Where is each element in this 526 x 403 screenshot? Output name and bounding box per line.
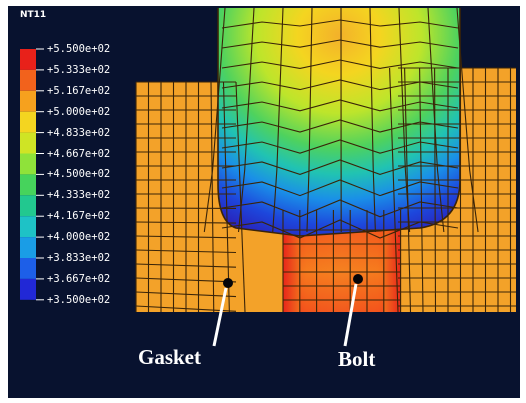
legend-label: +4.000e+02 xyxy=(47,231,111,244)
legend-colorbar xyxy=(20,48,44,301)
legend-swatch xyxy=(20,195,36,217)
bolt-pointer xyxy=(343,274,363,347)
gasket-label: Gasket xyxy=(138,345,201,369)
legend-swatch xyxy=(20,174,36,196)
gasket-pointer xyxy=(212,278,233,347)
legend-label: +5.500e+02 xyxy=(47,43,111,55)
bolt-label: Bolt xyxy=(338,347,376,371)
legend-label: +4.667e+02 xyxy=(47,147,111,160)
legend-swatch xyxy=(20,49,36,70)
legend-swatch xyxy=(20,111,36,133)
legend-label: +3.833e+02 xyxy=(47,252,111,264)
legend-label: +4.833e+02 xyxy=(47,126,111,139)
legend-label: +4.333e+02 xyxy=(47,189,111,202)
legend-title: NT11 xyxy=(20,10,47,20)
legend-swatch xyxy=(20,153,36,175)
legend-label: +3.500e+02 xyxy=(47,293,111,306)
legend-label: +5.167e+02 xyxy=(47,84,111,97)
legend-label: +5.333e+02 xyxy=(47,63,111,76)
legend-swatch xyxy=(20,90,36,112)
legend-swatch xyxy=(20,278,36,300)
mesh-grid xyxy=(135,7,516,313)
legend-label: +4.167e+02 xyxy=(47,210,111,223)
legend-swatch xyxy=(20,258,36,279)
legend-label: +4.500e+02 xyxy=(47,168,111,181)
legend-swatch xyxy=(20,69,36,91)
legend-swatch xyxy=(20,216,36,238)
legend-label: +3.667e+02 xyxy=(47,272,111,285)
legend-swatch xyxy=(20,237,36,258)
legend-label: +5.000e+02 xyxy=(47,105,111,118)
legend-swatch xyxy=(20,132,36,154)
